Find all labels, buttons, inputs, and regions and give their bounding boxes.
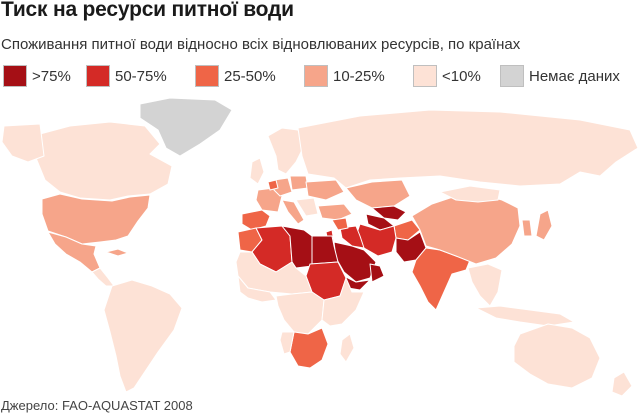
region-scandinavia — [267, 127, 305, 175]
region-poland — [289, 175, 309, 191]
map-title: Тиск на ресурси питної води — [1, 0, 294, 21]
region-south-america — [103, 279, 183, 393]
region-egypt — [311, 235, 339, 265]
region-ukraine — [305, 179, 345, 201]
legend: >75% 50-75% 25-50% 10-25% <10% Немає дан… — [3, 64, 640, 88]
region-cuba — [105, 248, 129, 257]
region-namibia — [279, 331, 295, 355]
region-west-africa — [237, 275, 277, 303]
region-uzbekistan — [371, 205, 407, 221]
region-united-kingdom — [249, 157, 265, 185]
region-central-america — [91, 267, 115, 287]
region-kazakhstan — [345, 179, 411, 209]
region-south-africa — [289, 327, 329, 369]
region-southeast-asia — [467, 263, 503, 307]
region-syria — [331, 217, 349, 231]
region-iraq — [339, 225, 365, 249]
region-new-zealand — [611, 371, 633, 396]
legend-item-25-50: 25-50% — [195, 64, 276, 88]
legend-item-under-10: <10% — [413, 64, 481, 88]
legend-swatch — [500, 65, 524, 87]
region-balkans — [295, 197, 319, 217]
legend-label: <10% — [442, 67, 481, 85]
region-alaska — [1, 123, 45, 163]
legend-swatch — [195, 65, 219, 87]
legend-item-over-75: >75% — [3, 64, 71, 88]
legend-swatch — [413, 65, 437, 87]
region-russia — [297, 109, 639, 189]
region-canada — [35, 121, 173, 201]
legend-label: Немає даних — [529, 67, 620, 85]
legend-swatch — [3, 65, 27, 87]
region-mongolia — [439, 185, 501, 203]
region-madagascar — [339, 333, 355, 363]
legend-label: 25-50% — [224, 67, 276, 85]
legend-swatch — [304, 65, 328, 87]
region-italy — [281, 199, 305, 225]
legend-label: 50-75% — [115, 67, 167, 85]
region-indonesia — [475, 305, 575, 327]
region-korea — [521, 219, 533, 237]
map-subtitle: Споживання питної води відносно всіх від… — [1, 36, 521, 53]
region-greenland — [139, 97, 233, 157]
region-australia — [513, 323, 601, 389]
region-central-africa — [275, 291, 325, 335]
legend-item-10-25: 10-25% — [304, 64, 385, 88]
legend-swatch — [86, 65, 110, 87]
source-note: Джерело: FAO-AQUASTAT 2008 — [1, 398, 193, 413]
region-libya — [281, 225, 313, 269]
region-belgium — [267, 179, 279, 191]
world-map — [1, 97, 639, 396]
region-oman — [369, 263, 385, 283]
legend-item-50-75: 50-75% — [86, 64, 167, 88]
region-turkey — [317, 203, 353, 221]
legend-item-no-data: Немає даних — [500, 64, 620, 88]
legend-label: >75% — [32, 67, 71, 85]
region-east-africa — [321, 277, 365, 327]
region-japan — [535, 209, 553, 241]
legend-label: 10-25% — [333, 67, 385, 85]
